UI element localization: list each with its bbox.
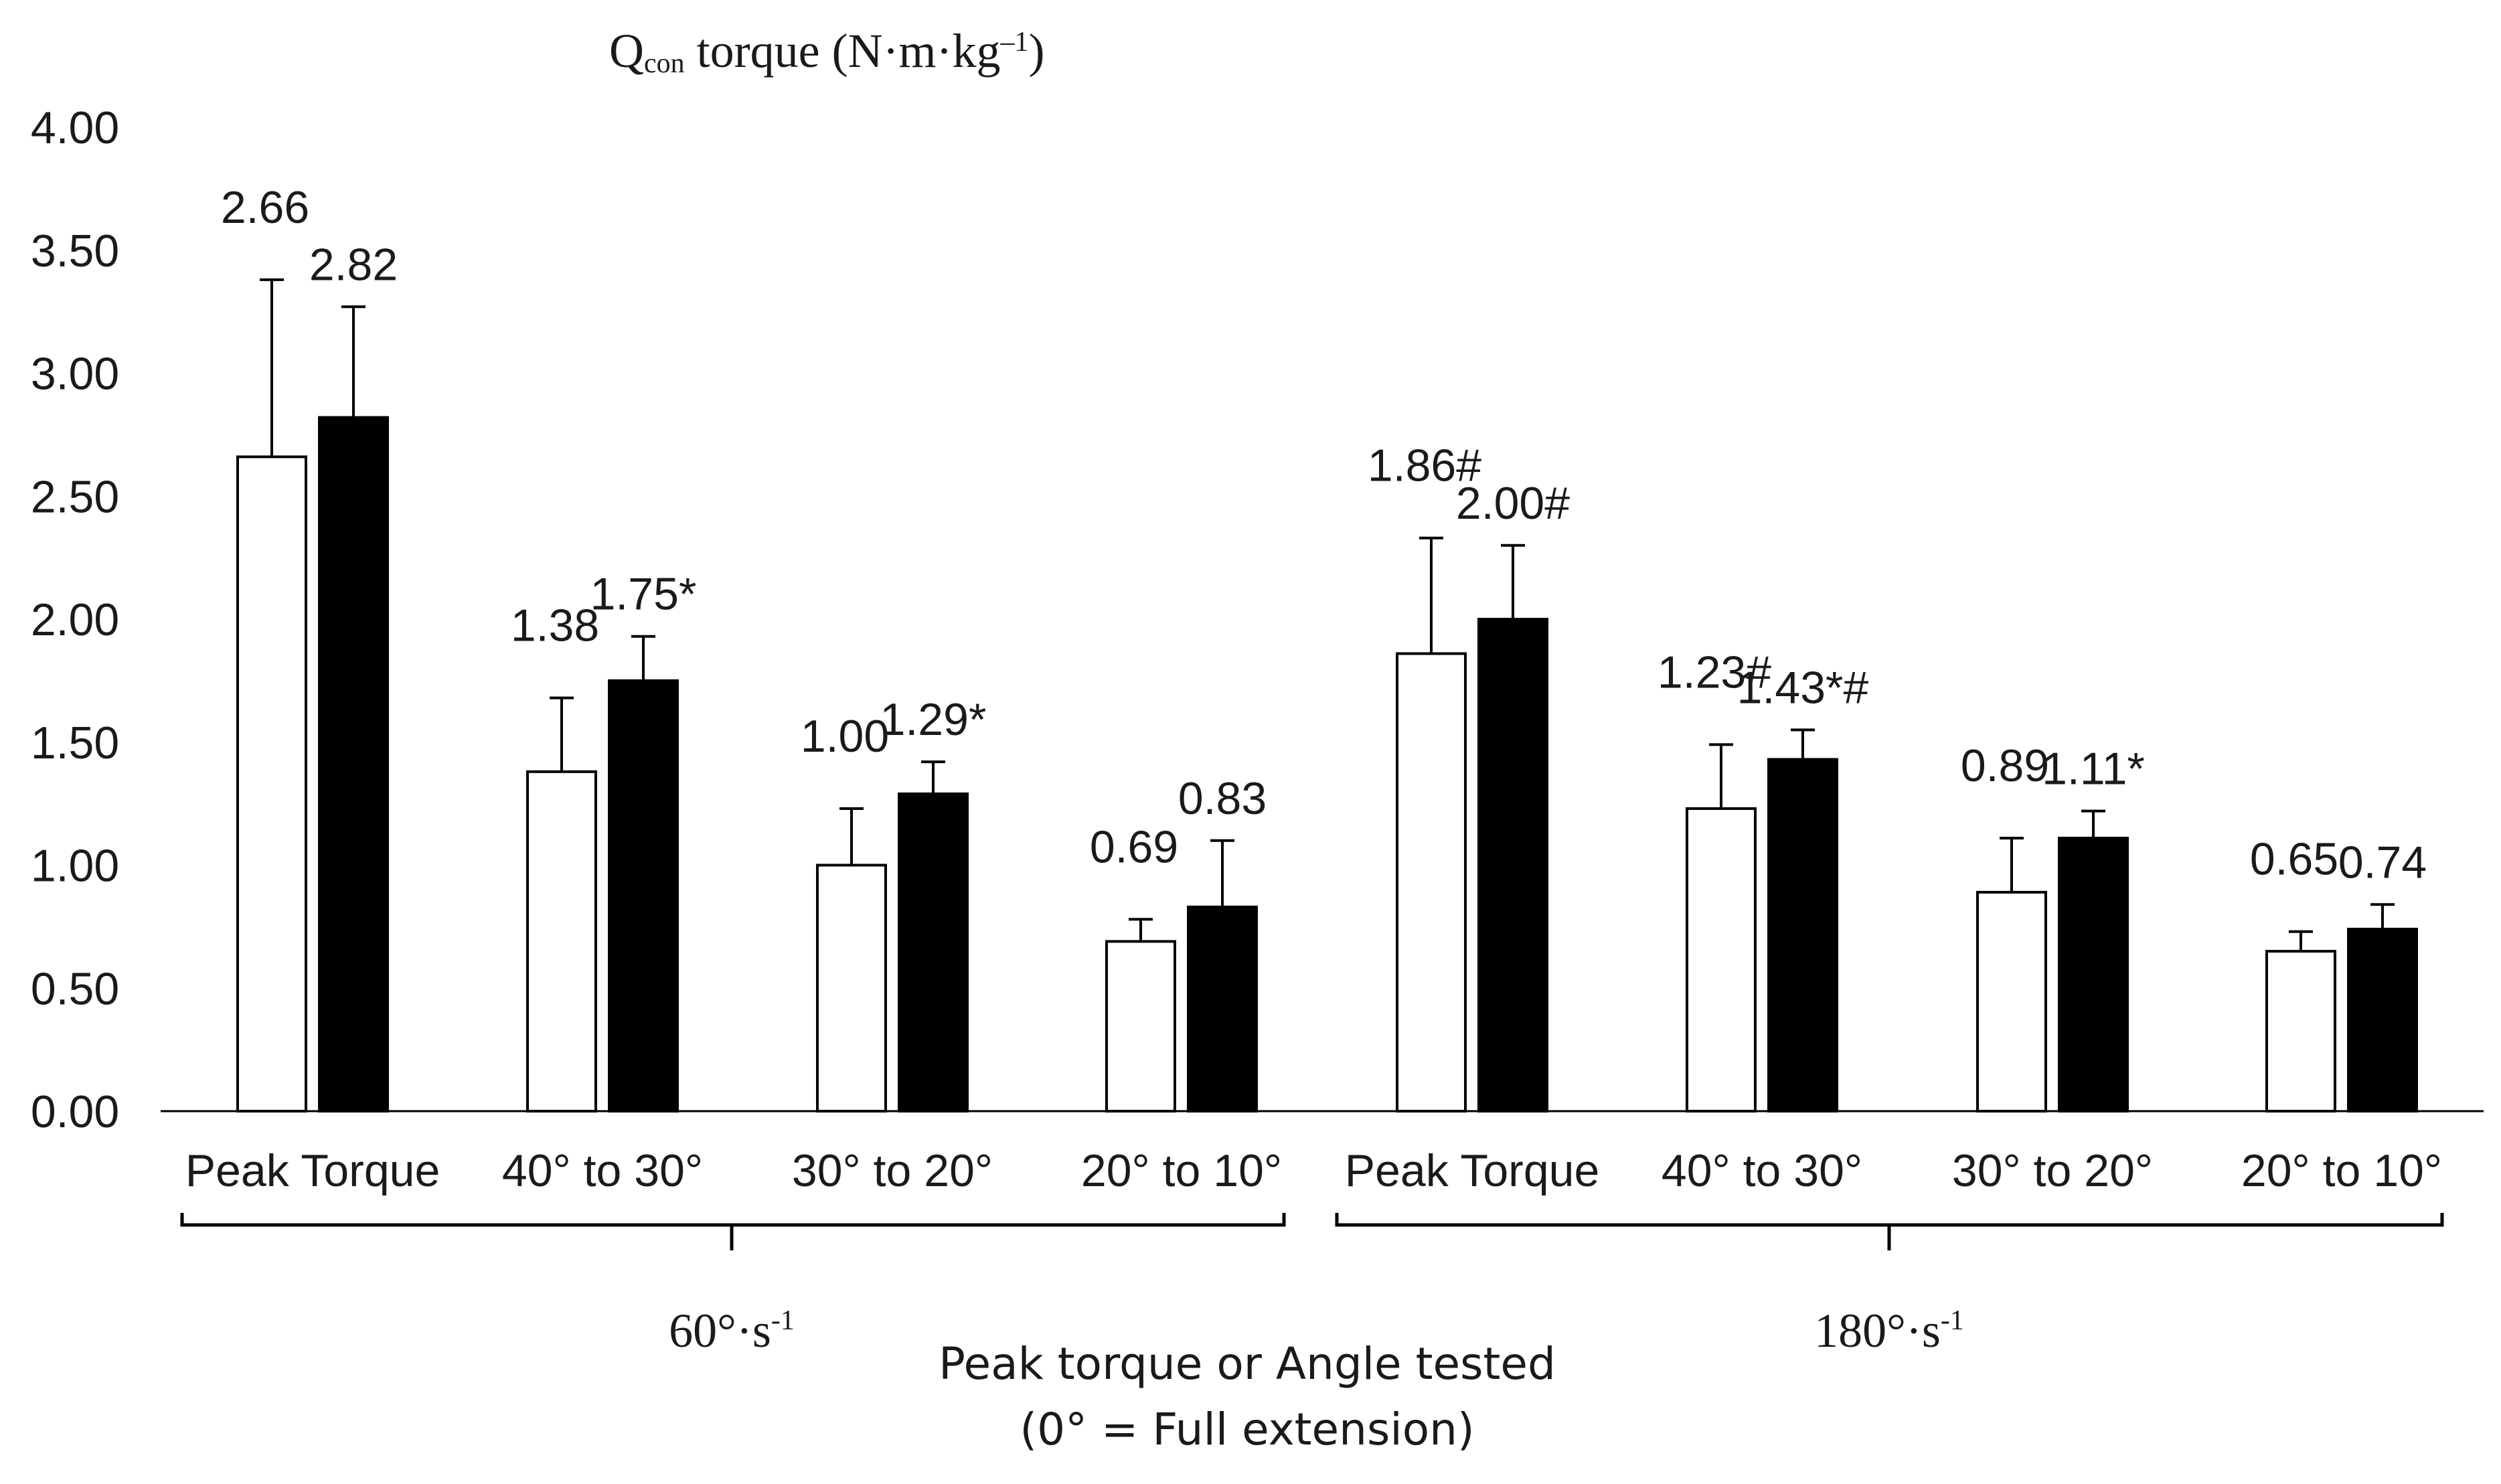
data-label: 0.65 bbox=[2250, 834, 2338, 885]
y-tick-label: 0.00 bbox=[31, 1086, 119, 1137]
category-label: 30° to 20° bbox=[792, 1145, 993, 1196]
bar-black bbox=[318, 416, 389, 1112]
category-label: 30° to 20° bbox=[1952, 1145, 2153, 1196]
bar-black bbox=[2347, 928, 2418, 1113]
group-bracket bbox=[1335, 1213, 2444, 1250]
data-label: 0.83 bbox=[1178, 773, 1267, 824]
category-label: 40° to 30° bbox=[502, 1145, 703, 1196]
data-label: 1.86# bbox=[1368, 440, 1481, 491]
group-label-180-sup: -1 bbox=[1941, 1305, 1964, 1336]
y-tick-label: 4.00 bbox=[31, 102, 119, 153]
group-bracket bbox=[180, 1213, 1286, 1250]
group-label-180-text: 180°·s bbox=[1814, 1304, 1941, 1357]
error-bars bbox=[260, 278, 2395, 952]
bar-black bbox=[2058, 837, 2129, 1112]
bar-black bbox=[1477, 618, 1548, 1112]
y-tick-label: 3.50 bbox=[31, 226, 119, 276]
group-label-60-text: 60°·s bbox=[669, 1304, 771, 1357]
bar-white bbox=[816, 863, 887, 1112]
bar-white bbox=[1396, 652, 1467, 1112]
group-brackets bbox=[180, 1213, 2444, 1250]
title-sub: con bbox=[644, 48, 685, 79]
y-tick-label: 3.00 bbox=[31, 349, 119, 400]
data-label: 2.00# bbox=[1456, 478, 1570, 529]
category-label: Peak Torque bbox=[185, 1145, 440, 1196]
y-tick-label: 2.50 bbox=[31, 471, 119, 522]
data-label: 1.38 bbox=[511, 600, 599, 651]
data-labels: 2.66 1.38 1.00 0.69 1.86# 1.23# 0.89 0.65 2.82 1.… bbox=[221, 182, 2427, 888]
bar-black bbox=[1187, 905, 1258, 1112]
bar-white bbox=[236, 455, 307, 1112]
bar-black bbox=[898, 792, 969, 1113]
data-label: 0.89 bbox=[1961, 740, 2049, 791]
data-label: 2.82 bbox=[309, 239, 398, 290]
data-label: 1.23# bbox=[1658, 647, 1771, 697]
category-label: Peak Torque bbox=[1345, 1145, 1600, 1196]
data-label: 1.29* bbox=[880, 694, 987, 745]
bar-black bbox=[608, 679, 679, 1112]
y-tick-label: 2.00 bbox=[31, 594, 119, 645]
x-axis-label-line-1: Peak torque or Angle tested bbox=[939, 1338, 1556, 1390]
title-rest: torque (N·m·kg bbox=[685, 24, 1001, 78]
category-label: 20° to 10° bbox=[2241, 1145, 2442, 1196]
category-label: 20° to 10° bbox=[1081, 1145, 1282, 1196]
bar-black bbox=[1767, 758, 1838, 1112]
group-label-180: 180°·s-1 bbox=[1814, 1304, 1964, 1357]
y-tick-label: 0.50 bbox=[31, 963, 119, 1014]
y-tick-label: 1.50 bbox=[31, 718, 119, 768]
data-label: 1.75* bbox=[590, 569, 697, 620]
y-axis-ticks: 0.00 0.50 1.00 1.50 2.00 2.50 3.00 3.50 4.00 bbox=[31, 102, 119, 1137]
category-label: 40° to 30° bbox=[1662, 1145, 1862, 1196]
bar-white bbox=[1976, 890, 2047, 1113]
bar-white bbox=[526, 770, 597, 1112]
group-label-60-sup: -1 bbox=[771, 1305, 795, 1336]
data-label: 1.11* bbox=[2042, 744, 2145, 795]
y-tick-label: 1.00 bbox=[31, 841, 119, 892]
chart-title: Qcon torque (N·m·kg–1) bbox=[609, 24, 1045, 79]
bar-white bbox=[1105, 940, 1176, 1113]
bar-white bbox=[2265, 950, 2336, 1112]
group-label-60: 60°·s-1 bbox=[669, 1304, 795, 1357]
data-label: 2.66 bbox=[221, 182, 309, 233]
bar-white bbox=[1686, 807, 1757, 1112]
title-close: ) bbox=[1029, 24, 1045, 78]
category-labels: Peak Torque 40° to 30° 30° to 20° 20° to 10… bbox=[185, 1145, 2442, 1196]
bars bbox=[236, 416, 2418, 1113]
title-sup: –1 bbox=[1000, 27, 1029, 58]
title-main: Q bbox=[609, 24, 644, 78]
data-label: 1.00 bbox=[801, 711, 889, 762]
data-label: 0.69 bbox=[1090, 821, 1178, 872]
data-label: 1.43*# bbox=[1737, 662, 1869, 713]
x-axis-label-line-2: (0° = Full extension) bbox=[1020, 1404, 1474, 1455]
data-label: 0.74 bbox=[2338, 837, 2427, 888]
